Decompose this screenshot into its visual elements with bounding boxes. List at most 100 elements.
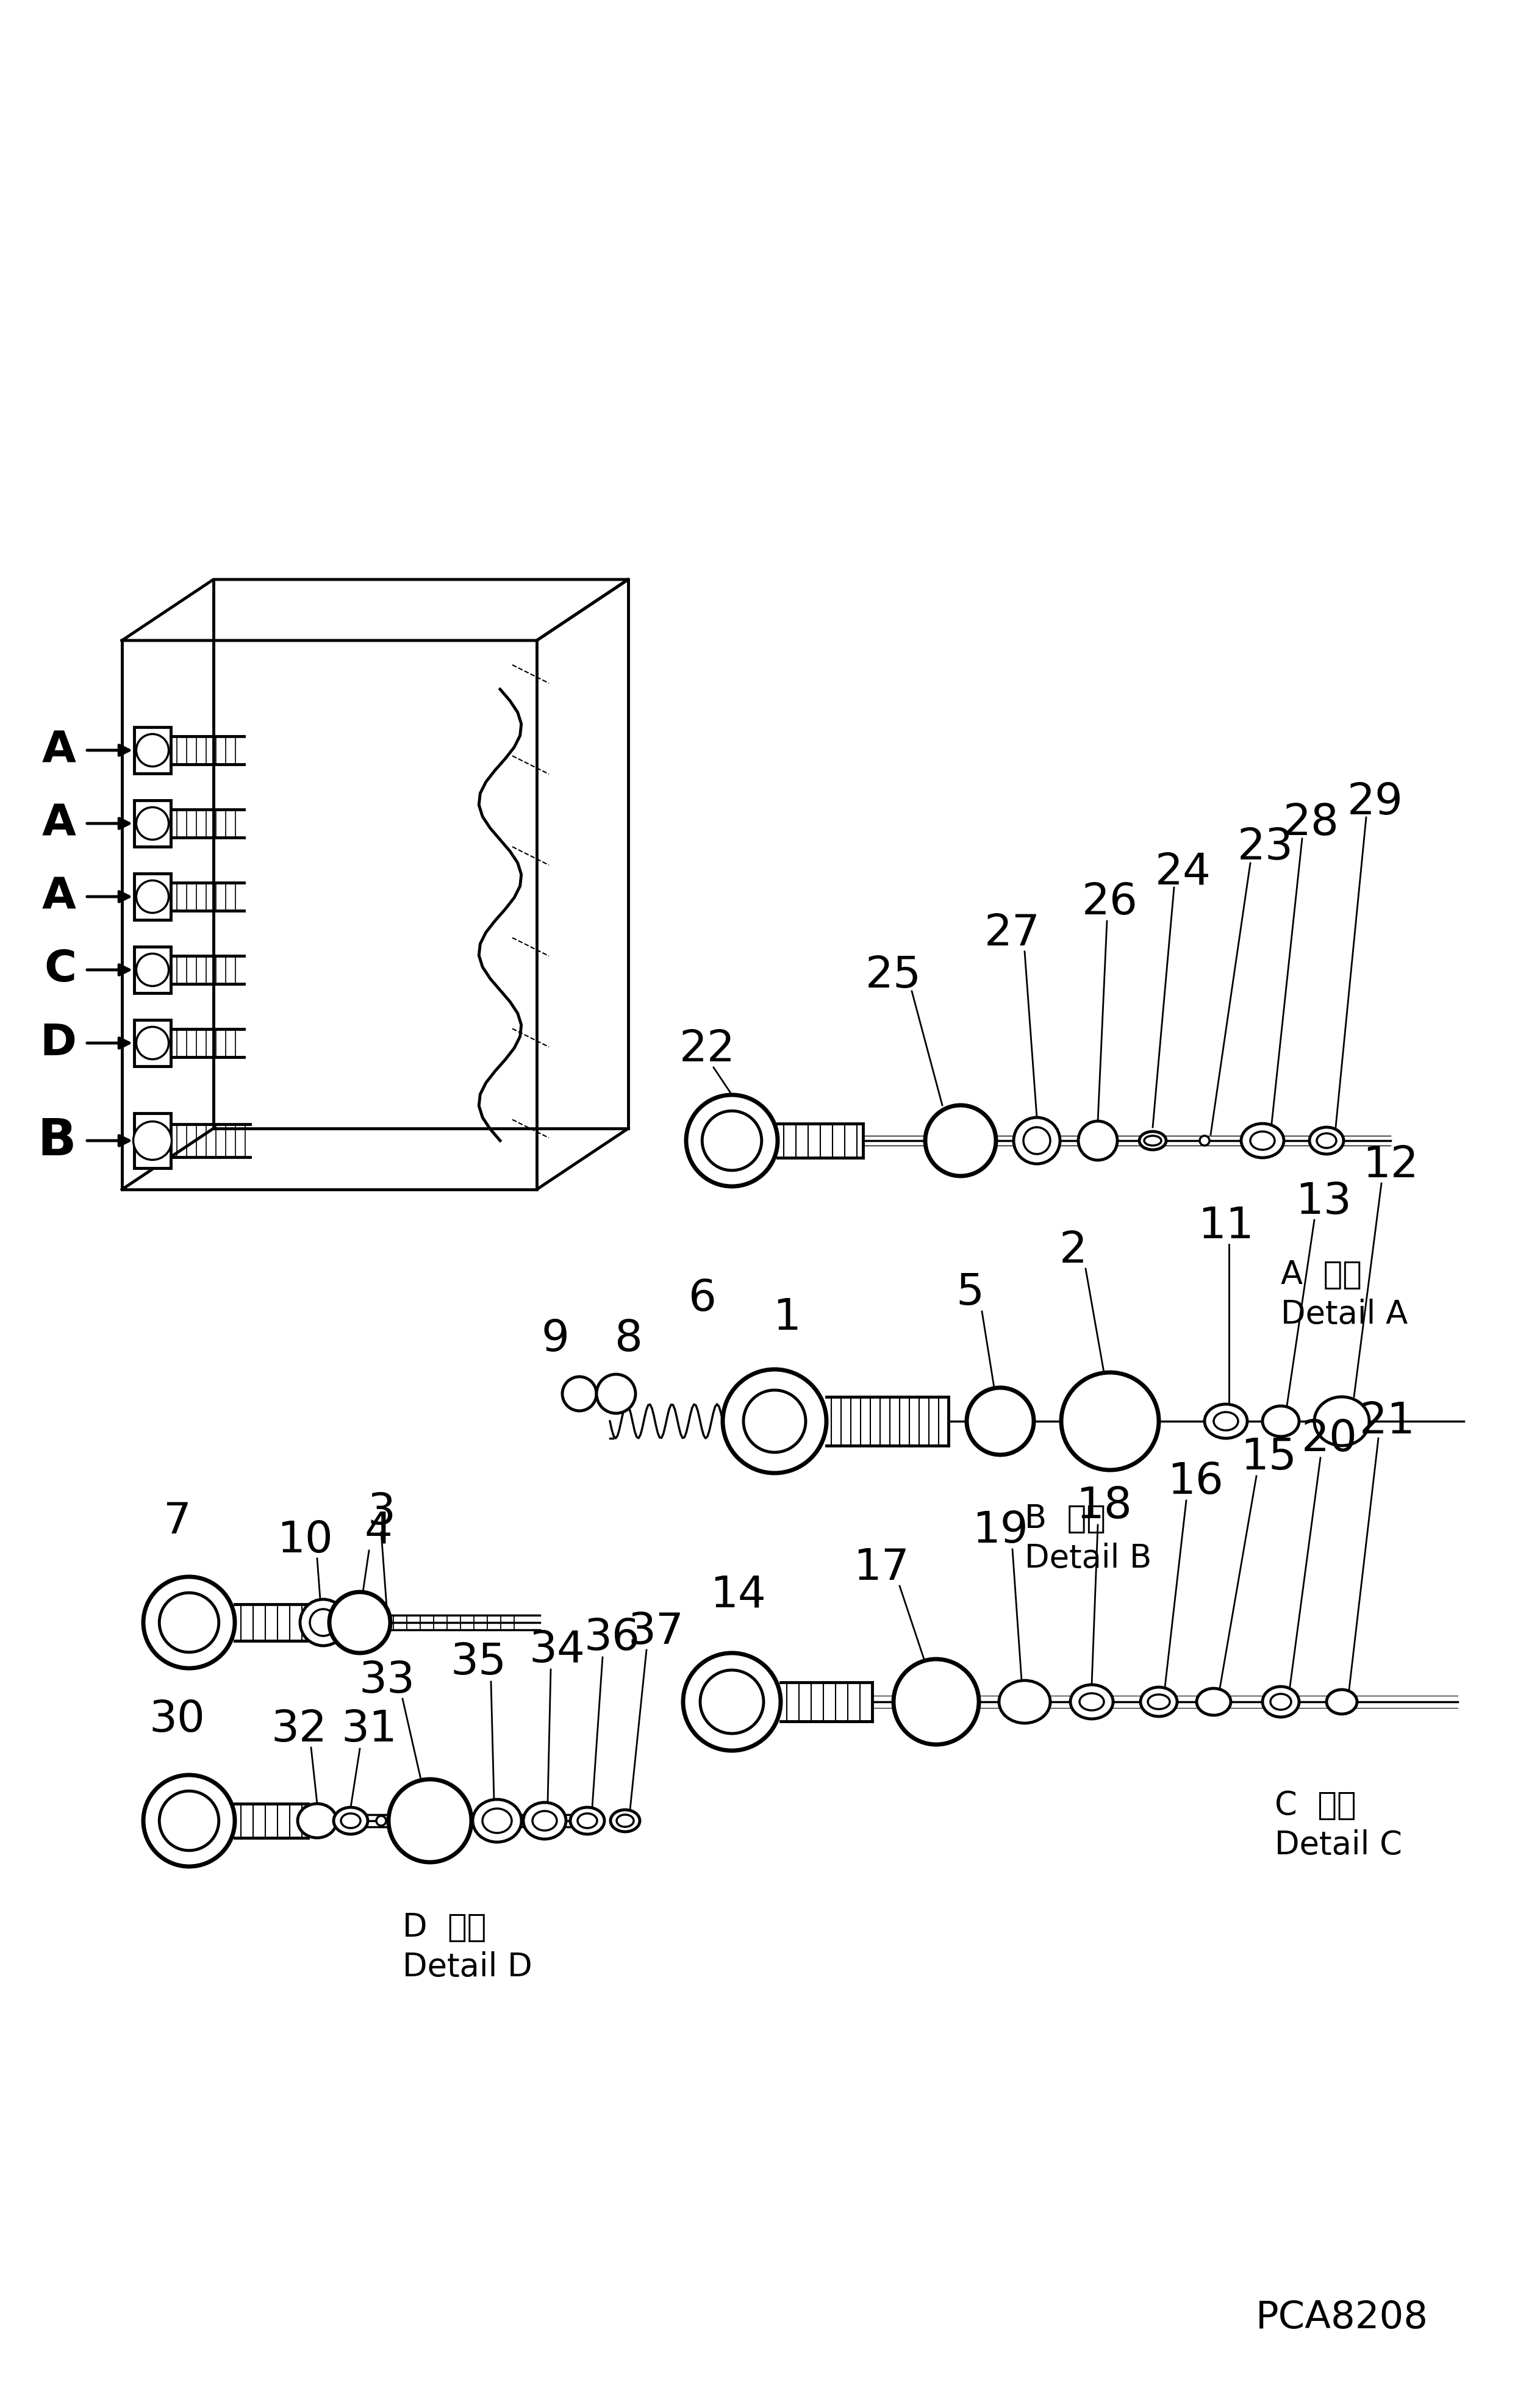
Ellipse shape	[533, 1811, 557, 1830]
Text: 13: 13	[1295, 1180, 1352, 1223]
Ellipse shape	[1141, 1686, 1177, 1715]
Ellipse shape	[578, 1814, 598, 1828]
Ellipse shape	[1270, 1694, 1291, 1710]
Text: 23: 23	[1238, 828, 1294, 868]
Ellipse shape	[570, 1806, 604, 1835]
Ellipse shape	[524, 1802, 567, 1840]
Text: 18: 18	[1076, 1485, 1132, 1528]
Circle shape	[159, 1792, 219, 1850]
Circle shape	[684, 1653, 781, 1751]
Ellipse shape	[482, 1809, 511, 1833]
Ellipse shape	[340, 1814, 360, 1828]
Circle shape	[376, 1816, 387, 1826]
Bar	[134, 873, 171, 919]
Text: Detail D: Detail D	[402, 1950, 533, 1984]
Text: Detail B: Detail B	[1024, 1543, 1152, 1574]
Text: 34: 34	[528, 1629, 585, 1672]
Text: 24: 24	[1155, 852, 1212, 892]
Text: 37: 37	[628, 1610, 684, 1653]
Text: PCA8208: PCA8208	[1255, 2301, 1428, 2337]
Text: A: A	[42, 801, 77, 844]
Circle shape	[136, 1027, 169, 1060]
Text: B  詳細: B 詳細	[1024, 1502, 1106, 1535]
Text: 9: 9	[541, 1317, 570, 1360]
Ellipse shape	[967, 1387, 1033, 1454]
Text: A  詳細: A 詳細	[1281, 1259, 1361, 1291]
Ellipse shape	[1326, 1689, 1357, 1713]
Text: C: C	[45, 948, 77, 991]
Text: 16: 16	[1167, 1461, 1223, 1504]
Circle shape	[596, 1375, 636, 1413]
Ellipse shape	[473, 1799, 522, 1842]
Bar	[134, 727, 171, 772]
Ellipse shape	[297, 1804, 337, 1838]
Ellipse shape	[1197, 1689, 1230, 1715]
Circle shape	[722, 1370, 827, 1473]
Text: 1: 1	[773, 1295, 801, 1339]
Text: 7: 7	[163, 1502, 191, 1543]
Ellipse shape	[610, 1809, 639, 1833]
Text: 22: 22	[679, 1029, 736, 1070]
Bar	[134, 948, 171, 993]
Text: D  詳細: D 詳細	[402, 1912, 487, 1943]
Text: 26: 26	[1083, 883, 1138, 924]
Text: A: A	[42, 876, 77, 919]
Circle shape	[687, 1094, 778, 1188]
Text: A: A	[42, 729, 77, 772]
Ellipse shape	[616, 1814, 633, 1828]
Ellipse shape	[1314, 1396, 1369, 1447]
Bar	[134, 1020, 171, 1065]
Text: 3: 3	[367, 1492, 396, 1533]
Circle shape	[136, 806, 169, 840]
Text: 15: 15	[1241, 1437, 1297, 1478]
Text: 31: 31	[340, 1708, 397, 1751]
Text: B: B	[37, 1116, 77, 1166]
Text: 35: 35	[451, 1641, 507, 1684]
Ellipse shape	[1140, 1132, 1166, 1149]
Circle shape	[136, 734, 169, 768]
Text: Detail C: Detail C	[1275, 1830, 1401, 1862]
Ellipse shape	[334, 1806, 368, 1835]
Text: 8: 8	[614, 1317, 642, 1360]
Circle shape	[702, 1111, 762, 1171]
Ellipse shape	[310, 1610, 337, 1636]
Text: 36: 36	[584, 1617, 639, 1658]
Ellipse shape	[1309, 1128, 1343, 1154]
Text: 14: 14	[710, 1574, 765, 1617]
Text: 6: 6	[688, 1279, 716, 1319]
Text: 17: 17	[853, 1547, 909, 1588]
Ellipse shape	[1024, 1128, 1050, 1154]
Ellipse shape	[999, 1679, 1050, 1722]
Circle shape	[562, 1377, 596, 1411]
Ellipse shape	[1144, 1135, 1161, 1144]
Circle shape	[136, 955, 169, 986]
Bar	[134, 801, 171, 847]
Circle shape	[744, 1389, 805, 1451]
Ellipse shape	[893, 1660, 979, 1744]
Text: 2: 2	[1060, 1228, 1087, 1271]
Ellipse shape	[1070, 1684, 1113, 1720]
Text: 4: 4	[363, 1509, 393, 1552]
Ellipse shape	[1317, 1132, 1337, 1149]
Text: 25: 25	[865, 955, 921, 998]
Circle shape	[143, 1775, 234, 1866]
Circle shape	[159, 1593, 219, 1653]
Ellipse shape	[1241, 1123, 1284, 1159]
Ellipse shape	[1250, 1132, 1275, 1149]
Text: 19: 19	[972, 1509, 1029, 1552]
Ellipse shape	[926, 1106, 996, 1176]
Circle shape	[136, 880, 169, 914]
Ellipse shape	[1263, 1406, 1300, 1437]
Text: 29: 29	[1348, 782, 1403, 823]
Circle shape	[134, 1120, 171, 1159]
Circle shape	[701, 1670, 764, 1734]
Text: 28: 28	[1283, 801, 1340, 844]
Text: C  詳細: C 詳細	[1275, 1790, 1357, 1821]
Text: 27: 27	[984, 912, 1041, 955]
Ellipse shape	[330, 1593, 390, 1653]
Ellipse shape	[1204, 1403, 1247, 1439]
Text: 12: 12	[1363, 1144, 1418, 1185]
Text: 5: 5	[956, 1271, 984, 1315]
Circle shape	[143, 1576, 234, 1667]
Text: 11: 11	[1198, 1204, 1254, 1247]
